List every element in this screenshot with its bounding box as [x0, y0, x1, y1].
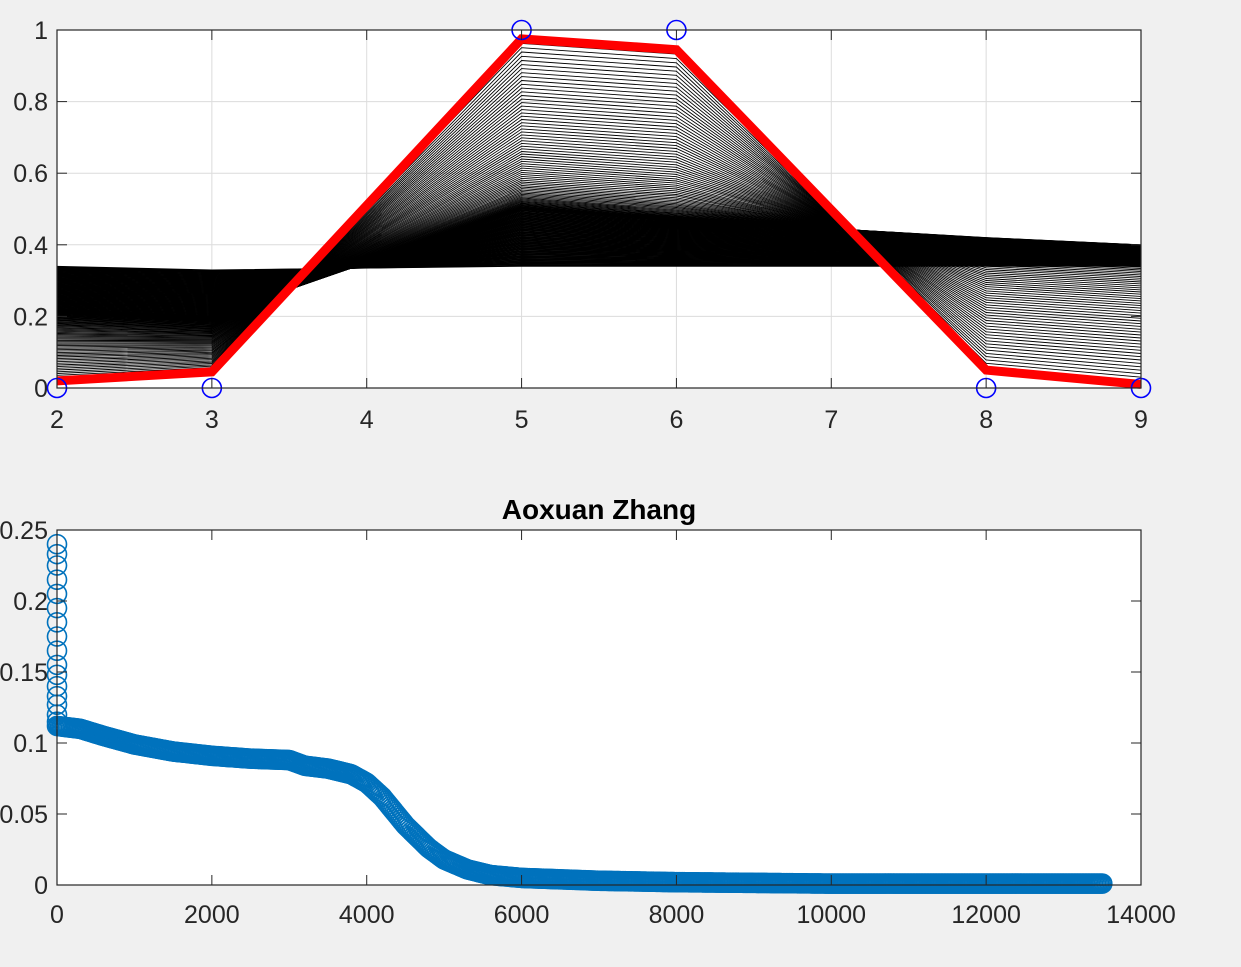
final-series-line — [56, 34, 1142, 389]
y-tick-label: 0.6 — [13, 160, 48, 188]
history-line — [56, 137, 1142, 341]
history-line — [56, 183, 1142, 326]
y-tick-label: 0.4 — [13, 232, 48, 260]
axes-box — [56, 29, 1142, 389]
history-lines — [56, 38, 1142, 385]
history-line — [56, 105, 1142, 354]
y-tick-label: 0.8 — [13, 89, 48, 117]
x-tick-label: 0 — [50, 901, 64, 929]
x-tick-label: 6 — [669, 406, 683, 434]
history-line — [56, 112, 1142, 351]
history-line — [56, 191, 1142, 323]
chart-title: Aoxuan Zhang — [502, 494, 696, 525]
history-line — [56, 175, 1142, 328]
y-tick-label: 0.25 — [0, 517, 48, 545]
history-line — [56, 76, 1142, 366]
history-line — [56, 169, 1142, 330]
history-line — [56, 91, 1142, 360]
plot-area — [57, 530, 1141, 885]
y-tick-label: 0.2 — [13, 588, 48, 616]
history-line — [56, 151, 1142, 336]
history-line — [56, 179, 1142, 327]
history-line — [56, 122, 1142, 347]
y-tick-label: 0.15 — [0, 659, 48, 687]
history-line — [56, 145, 1142, 338]
axes-box — [56, 529, 1142, 886]
history-line — [56, 165, 1142, 331]
history-line — [56, 188, 1142, 324]
history-line — [56, 158, 1142, 334]
history-line — [56, 192, 1142, 323]
x-tick-label: 5 — [515, 406, 529, 434]
history-line — [56, 156, 1142, 334]
x-tick-label: 7 — [824, 406, 838, 434]
x-tick-label: 10000 — [797, 901, 867, 929]
x-tick-label: 3 — [205, 406, 219, 434]
history-line — [56, 134, 1142, 342]
x-tick-label: 2000 — [184, 901, 240, 929]
y-tick-label: 0 — [34, 872, 48, 900]
history-line — [56, 131, 1142, 343]
history-line — [56, 167, 1142, 331]
x-tick-label: 9 — [1134, 406, 1148, 434]
history-line — [56, 60, 1142, 373]
y-tick-label: 0 — [34, 375, 48, 403]
history-line — [56, 160, 1142, 333]
history-line — [56, 64, 1142, 371]
x-tick-label: 6000 — [494, 901, 550, 929]
x-tick-label: 4 — [360, 406, 374, 434]
history-line — [56, 184, 1142, 325]
top-axes[interactable]: 2 3 4 5 6 7 8 9 0 0.2 0.4 0.6 0.8 1 — [13, 17, 1152, 434]
x-tick-label: 8000 — [649, 901, 705, 929]
history-line — [56, 177, 1142, 327]
bottom-axes[interactable]: Aoxuan Zhang 0 2000 4000 6000 8000 10000 12000 1… — [0, 494, 1176, 929]
y-tick-label: 1 — [34, 17, 48, 45]
history-line — [56, 163, 1142, 332]
y-tick-label: 0.2 — [13, 303, 48, 331]
history-line — [56, 109, 1142, 352]
history-line — [56, 87, 1142, 361]
history-line — [56, 102, 1142, 355]
y-tick-label: 0.1 — [13, 730, 48, 758]
history-line — [56, 95, 1142, 358]
history-line — [56, 72, 1142, 368]
history-line — [56, 181, 1142, 326]
history-line — [56, 171, 1142, 329]
history-line — [56, 83, 1142, 363]
history-line — [56, 153, 1142, 335]
history-line — [56, 119, 1142, 348]
x-tick-label: 2 — [50, 406, 64, 434]
loss-markers — [46, 715, 1113, 894]
y-tick-label: 0.05 — [0, 801, 48, 829]
x-tick-label: 4000 — [339, 901, 395, 929]
history-line — [56, 142, 1142, 339]
history-line — [56, 80, 1142, 364]
history-line — [56, 125, 1142, 345]
history-line — [56, 186, 1142, 325]
loss-marker — [1091, 873, 1113, 894]
history-line — [56, 115, 1142, 349]
x-tick-label: 14000 — [1106, 901, 1176, 929]
history-line — [56, 68, 1142, 369]
history-line — [56, 98, 1142, 356]
x-tick-label: 8 — [979, 406, 993, 434]
history-line — [56, 55, 1142, 374]
history-line — [56, 140, 1142, 340]
history-line — [56, 189, 1142, 324]
x-tick-label: 12000 — [951, 901, 1021, 929]
history-line — [56, 148, 1142, 337]
history-line — [56, 173, 1142, 329]
history-line — [56, 128, 1142, 344]
